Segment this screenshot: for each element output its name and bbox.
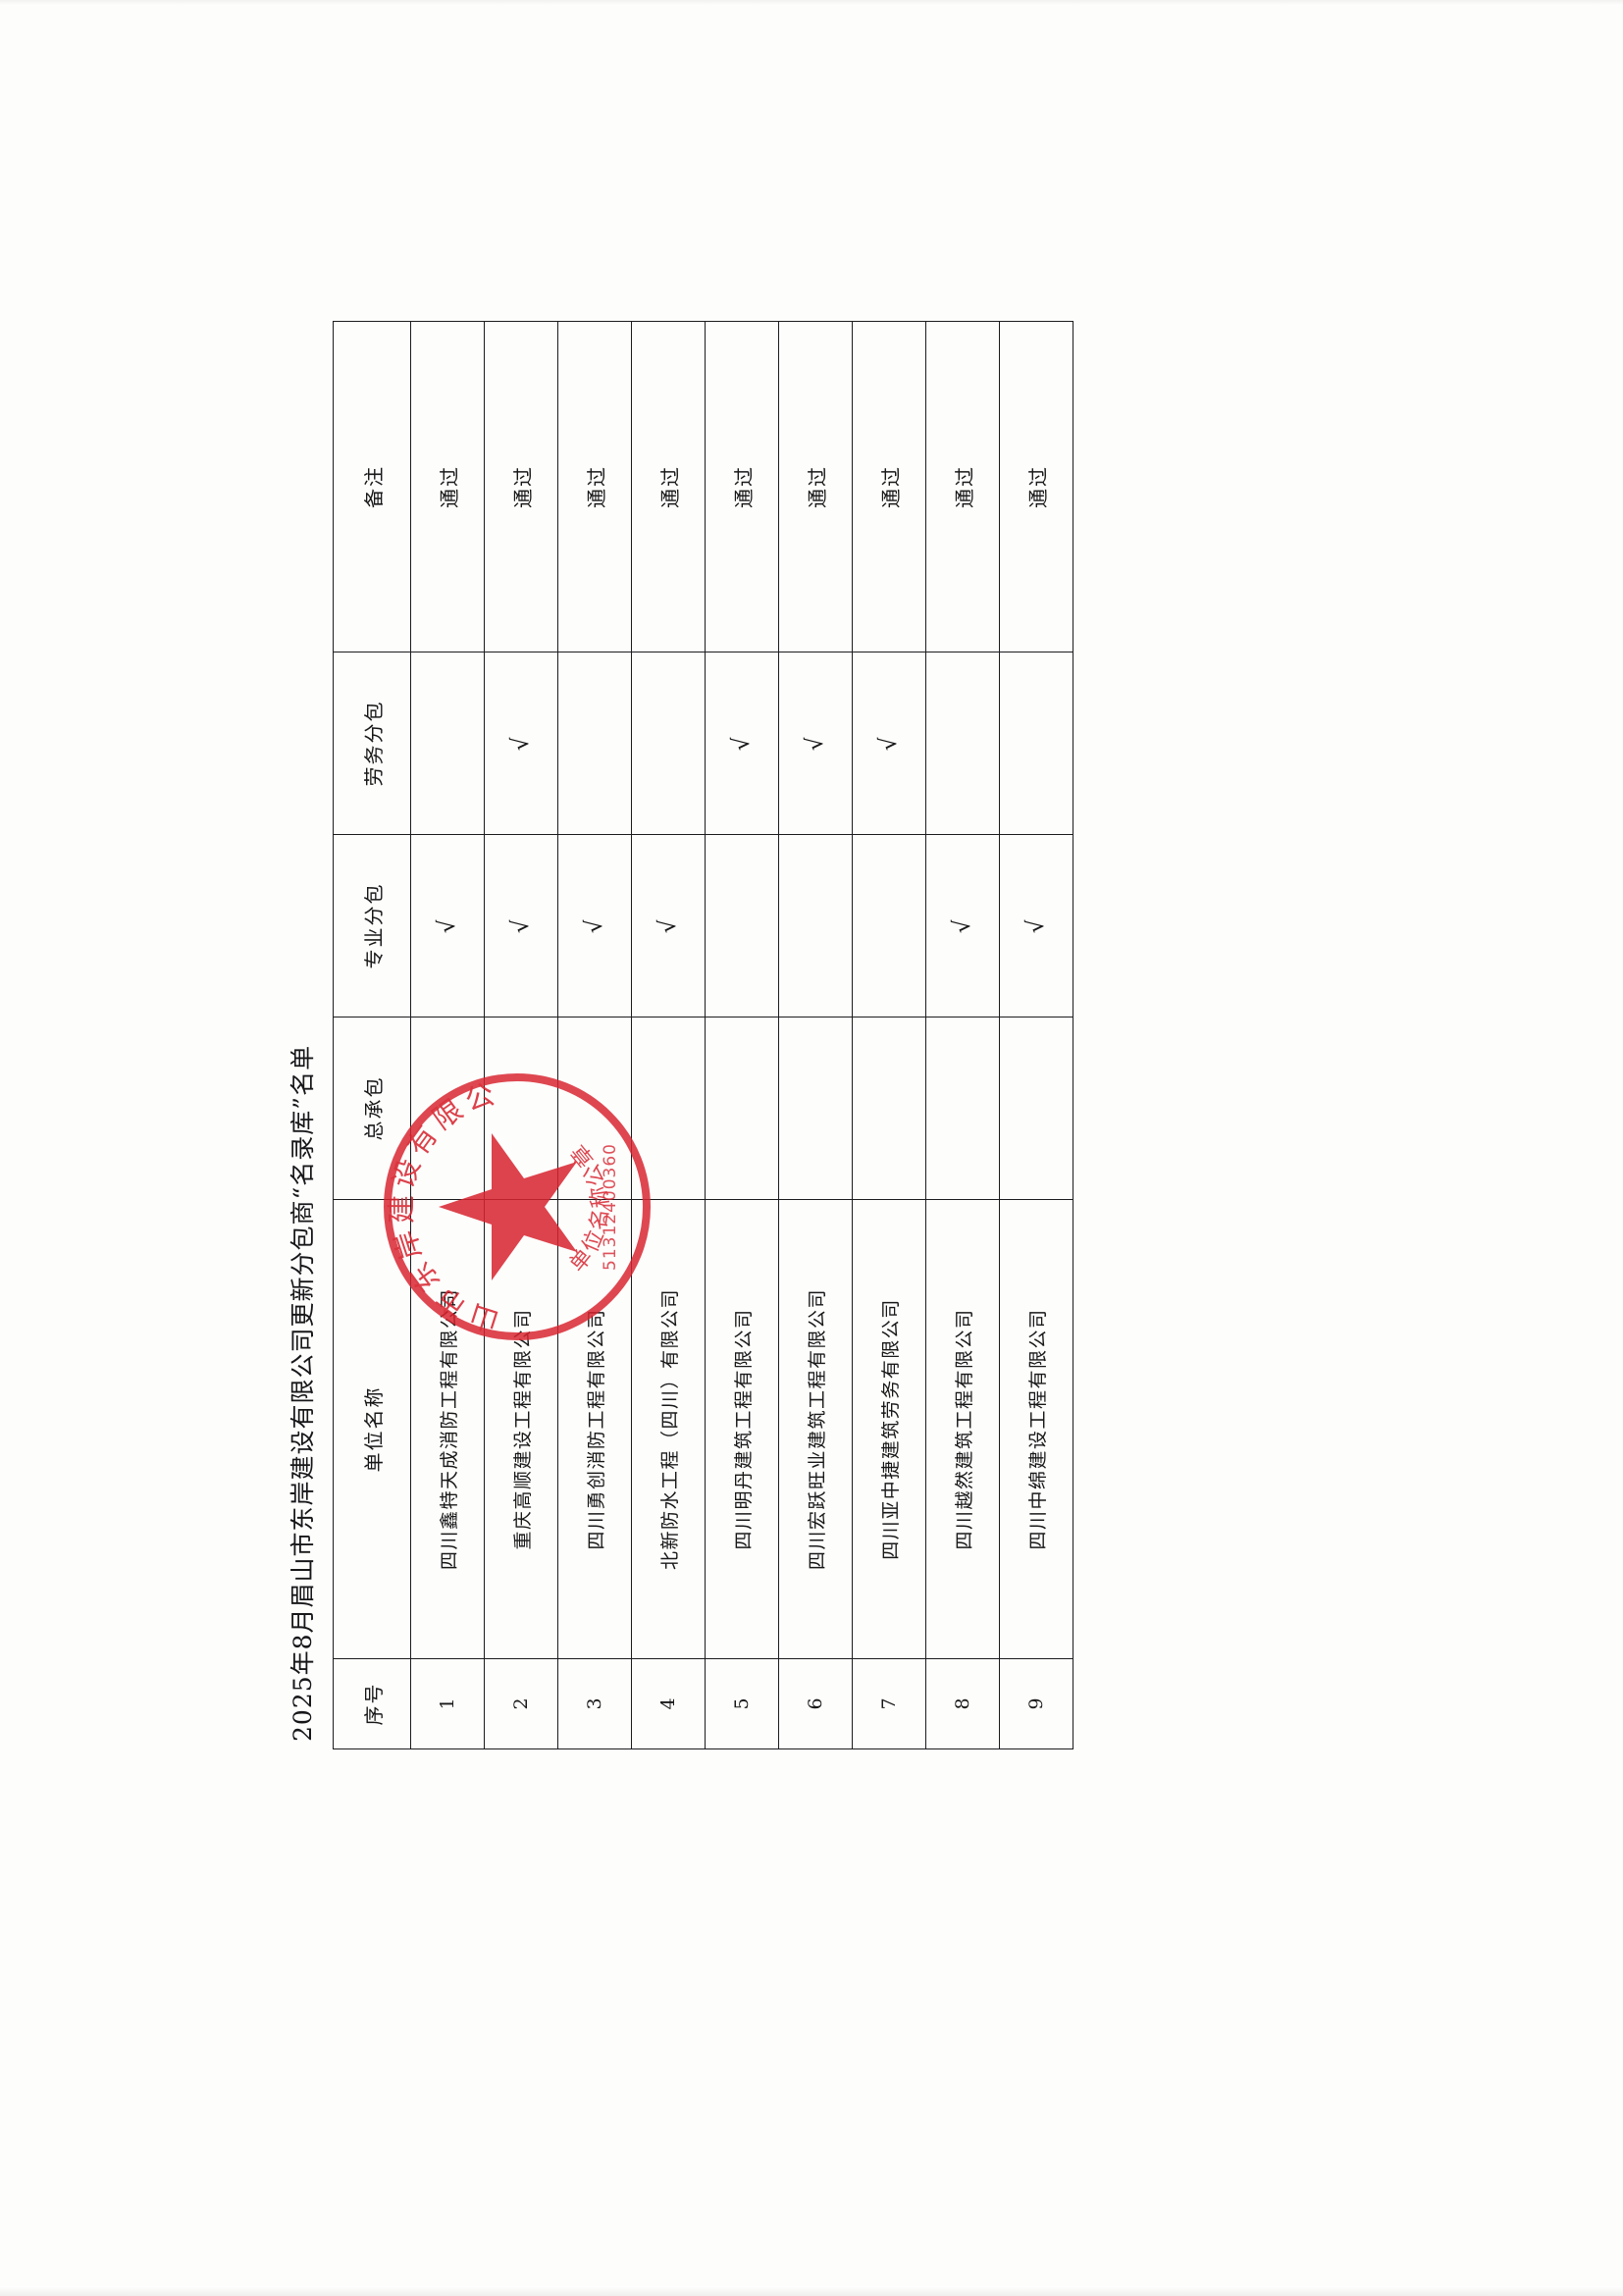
cell-general-contract bbox=[999, 1017, 1073, 1200]
cell-labor-sub: √ bbox=[484, 652, 558, 835]
cell-labor-sub bbox=[999, 652, 1073, 835]
tick-mark: √ bbox=[874, 734, 903, 753]
table-row: 9 四川中绵建设工程有限公司 √ 通过 bbox=[999, 321, 1073, 1749]
cell-note: 通过 bbox=[852, 321, 926, 652]
cell-company-name: 重庆高顺建设工程有限公司 bbox=[484, 1199, 558, 1659]
cell-professional-sub: √ bbox=[410, 834, 485, 1018]
tick-mark: √ bbox=[506, 916, 535, 935]
note-text: 通过 bbox=[584, 465, 608, 508]
tick-mark: √ bbox=[801, 734, 829, 753]
page-title: 2025年8月眉山市东岸建设有限公司更新分包商“名录库”名单 bbox=[288, 1044, 317, 1742]
column-header-labor-sub: 劳务分包 bbox=[333, 652, 411, 835]
column-header-name: 单位名称 bbox=[333, 1199, 411, 1659]
cell-no: 8 bbox=[925, 1658, 1000, 1749]
cell-professional-sub: √ bbox=[557, 834, 632, 1018]
cell-no: 1 bbox=[410, 1658, 485, 1749]
cell-company-name: 四川明丹建筑工程有限公司 bbox=[705, 1199, 779, 1659]
cell-no: 7 bbox=[852, 1658, 926, 1749]
tick-mark: √ bbox=[506, 734, 535, 753]
column-header-professional-sub: 专业分包 bbox=[333, 834, 411, 1018]
cell-general-contract bbox=[557, 1017, 632, 1200]
table-row: 6 四川宏跃旺业建筑工程有限公司 √ 通过 bbox=[778, 321, 853, 1749]
document-sheet: 2025年8月眉山市东岸建设有限公司更新分包商“名录库”名单 序号 单位名称 总… bbox=[272, 299, 1351, 1771]
cell-company-name: 四川中绵建设工程有限公司 bbox=[999, 1199, 1073, 1659]
tick-mark: √ bbox=[1021, 916, 1050, 935]
table-row: 3 四川勇创消防工程有限公司 √ 通过 bbox=[557, 321, 632, 1749]
tick-mark: √ bbox=[580, 916, 608, 935]
table-row: 8 四川越然建筑工程有限公司 √ 通过 bbox=[925, 321, 1000, 1749]
note-text: 通过 bbox=[878, 465, 903, 508]
cell-labor-sub bbox=[631, 652, 706, 835]
cell-labor-sub: √ bbox=[778, 652, 853, 835]
cell-no: 9 bbox=[999, 1658, 1073, 1749]
cell-general-contract bbox=[705, 1017, 779, 1200]
column-header-no: 序号 bbox=[333, 1658, 411, 1749]
tick-mark: √ bbox=[433, 916, 461, 935]
cell-labor-sub: √ bbox=[852, 652, 926, 835]
cell-no: 5 bbox=[705, 1658, 779, 1749]
table-row: 1 四川鑫特天成消防工程有限公司 √ 通过 bbox=[410, 321, 485, 1749]
cell-company-name: 四川宏跃旺业建筑工程有限公司 bbox=[778, 1199, 853, 1659]
cell-general-contract bbox=[778, 1017, 853, 1200]
cell-note: 通过 bbox=[484, 321, 558, 652]
cell-labor-sub bbox=[557, 652, 632, 835]
cell-labor-sub: √ bbox=[705, 652, 779, 835]
cell-general-contract bbox=[925, 1017, 1000, 1200]
cell-note: 通过 bbox=[778, 321, 853, 652]
cell-company-name: 四川勇创消防工程有限公司 bbox=[557, 1199, 632, 1659]
cell-general-contract bbox=[484, 1017, 558, 1200]
cell-general-contract bbox=[852, 1017, 926, 1200]
table-body: 1 四川鑫特天成消防工程有限公司 √ 通过 2 重庆高顺建设工程有限公司 √ √… bbox=[410, 321, 1073, 1749]
cell-labor-sub bbox=[925, 652, 1000, 835]
note-text: 通过 bbox=[437, 465, 461, 508]
column-header-general-contract: 总承包 bbox=[333, 1017, 411, 1200]
subcontractor-registry-table: 序号 单位名称 总承包 专业分包 劳务分包 备注 1 四川鑫特天成消防工程有限公… bbox=[333, 321, 1073, 1749]
cell-professional-sub bbox=[852, 834, 926, 1018]
cell-no: 2 bbox=[484, 1658, 558, 1749]
cell-note: 通过 bbox=[557, 321, 632, 652]
cell-company-name: 四川越然建筑工程有限公司 bbox=[925, 1199, 1000, 1659]
cell-note: 通过 bbox=[925, 321, 1000, 652]
note-text: 通过 bbox=[1025, 465, 1050, 508]
note-text: 通过 bbox=[805, 465, 829, 508]
cell-professional-sub: √ bbox=[999, 834, 1073, 1018]
cell-note: 通过 bbox=[631, 321, 706, 652]
cell-labor-sub bbox=[410, 652, 485, 835]
note-text: 通过 bbox=[952, 465, 976, 508]
cell-no: 6 bbox=[778, 1658, 853, 1749]
note-text: 通过 bbox=[731, 465, 756, 508]
cell-professional-sub bbox=[778, 834, 853, 1018]
cell-general-contract bbox=[410, 1017, 485, 1200]
table-row: 4 北新防水工程（四川）有限公司 √ 通过 bbox=[631, 321, 706, 1749]
cell-professional-sub: √ bbox=[925, 834, 1000, 1018]
tick-mark: √ bbox=[727, 734, 756, 753]
table-header-row: 序号 单位名称 总承包 专业分包 劳务分包 备注 bbox=[333, 321, 411, 1749]
tick-mark: √ bbox=[948, 916, 976, 935]
cell-professional-sub bbox=[705, 834, 779, 1018]
page-bottom-shade bbox=[0, 2286, 1623, 2296]
cell-company-name: 四川亚中捷建筑劳务有限公司 bbox=[852, 1199, 926, 1659]
note-text: 通过 bbox=[657, 465, 682, 508]
tick-mark: √ bbox=[654, 916, 682, 935]
page-top-shade bbox=[0, 0, 1623, 6]
cell-note: 通过 bbox=[410, 321, 485, 652]
table-row: 2 重庆高顺建设工程有限公司 √ √ 通过 bbox=[484, 321, 558, 1749]
cell-company-name: 四川鑫特天成消防工程有限公司 bbox=[410, 1199, 485, 1659]
cell-professional-sub: √ bbox=[631, 834, 706, 1018]
cell-company-name: 北新防水工程（四川）有限公司 bbox=[631, 1199, 706, 1659]
table-row: 5 四川明丹建筑工程有限公司 √ 通过 bbox=[705, 321, 779, 1749]
table-row: 7 四川亚中捷建筑劳务有限公司 √ 通过 bbox=[852, 321, 926, 1749]
column-header-note: 备注 bbox=[333, 321, 411, 652]
cell-general-contract bbox=[631, 1017, 706, 1200]
cell-no: 4 bbox=[631, 1658, 706, 1749]
note-text: 通过 bbox=[510, 465, 535, 508]
cell-professional-sub: √ bbox=[484, 834, 558, 1018]
cell-note: 通过 bbox=[705, 321, 779, 652]
cell-no: 3 bbox=[557, 1658, 632, 1749]
cell-note: 通过 bbox=[999, 321, 1073, 652]
